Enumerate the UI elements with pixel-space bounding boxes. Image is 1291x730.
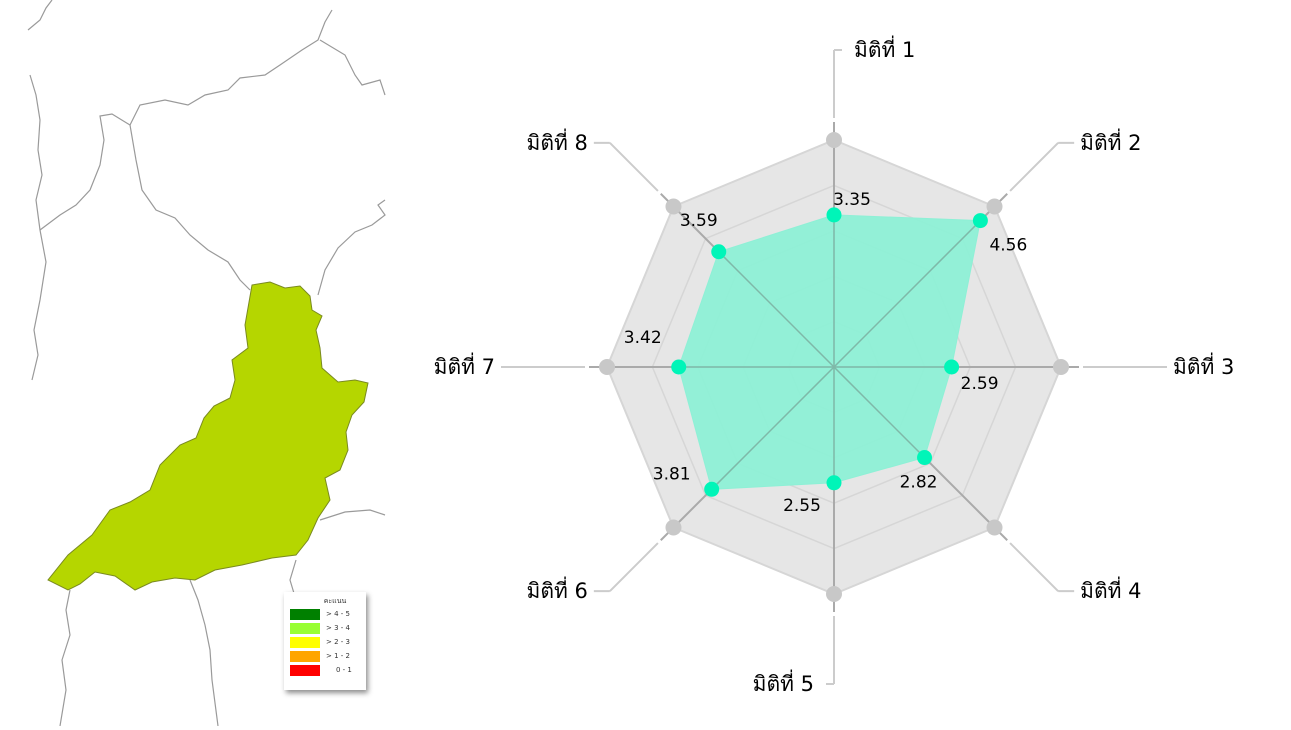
legend-label: > 1 - 2 — [326, 652, 350, 660]
axis-label: มิติที่ 2 — [1080, 128, 1141, 155]
data-point — [917, 450, 933, 466]
axis-leader-line — [1009, 142, 1059, 192]
data-value-label: 3.35 — [833, 190, 871, 210]
axis-vertex-dot — [1053, 359, 1069, 375]
data-value-label: 4.56 — [989, 236, 1027, 256]
axis-label: มิติที่ 7 — [434, 352, 495, 379]
axis-vertex-dot — [826, 132, 842, 148]
legend-item: > 1 - 2 — [290, 651, 362, 663]
legend-label: > 2 - 3 — [326, 638, 350, 646]
data-value-label: 2.82 — [900, 473, 938, 493]
axis-label: มิติที่ 6 — [526, 576, 587, 603]
border-line — [319, 509, 386, 521]
border-line — [39, 113, 131, 231]
map-legend: คะแนน > 4 - 5 > 3 - 4 > 2 - 3 > 1 - 2 0 … — [284, 592, 366, 690]
legend-title: คะแนน — [323, 597, 347, 605]
axis-leader-line — [609, 142, 659, 192]
data-point — [704, 481, 720, 497]
border-line — [27, 0, 53, 31]
radar-svg: มิติที่ 1 มิติที่ 2 มิติที่ 3 มิติที่ 4 มิติ… — [434, 35, 1235, 696]
data-point — [972, 213, 988, 229]
legend-item: > 3 - 4 — [290, 623, 362, 635]
axis-spoke-inner — [833, 220, 981, 368]
axis-label: มิติที่ 1 — [854, 35, 915, 62]
border-line — [317, 199, 386, 296]
radar-chart: มิติที่ 1 มิติที่ 2 มิติที่ 3 มิติที่ 4 มิติ… — [400, 0, 1291, 726]
data-point — [944, 359, 960, 375]
border-line — [129, 124, 251, 291]
legend-swatch — [290, 623, 320, 634]
axis-vertex-dot — [665, 198, 682, 215]
data-value-label: 3.59 — [680, 211, 718, 231]
axis-label: มิติที่ 4 — [1080, 576, 1141, 603]
data-value-label: 2.59 — [961, 374, 999, 394]
border-line — [59, 589, 71, 727]
legend-item: 0 - 1 — [290, 665, 362, 677]
axis-leader-line — [609, 542, 659, 592]
legend-swatch — [290, 609, 320, 620]
axis-label: มิติที่ 8 — [526, 128, 587, 155]
border-line — [189, 579, 219, 727]
data-point — [826, 475, 842, 491]
axis-label: มิติที่ 3 — [1173, 352, 1234, 379]
axis-vertex-dot — [599, 359, 615, 375]
data-value-label: 3.42 — [624, 328, 662, 348]
data-point — [711, 244, 727, 260]
axis-leader-line — [1009, 542, 1059, 592]
border-line — [319, 39, 386, 96]
province-region[interactable] — [47, 281, 369, 591]
legend-swatch — [290, 665, 320, 676]
province-map: คะแนน > 4 - 5 > 3 - 4 > 2 - 3 > 1 - 2 0 … — [0, 0, 400, 727]
axis-label: มิติที่ 5 — [753, 669, 814, 696]
legend-swatch — [290, 651, 320, 662]
axis-vertex-dot — [986, 198, 1003, 215]
data-point — [671, 359, 687, 375]
data-point — [826, 207, 842, 223]
legend-label: 0 - 1 — [336, 666, 352, 674]
data-value-label: 2.55 — [783, 496, 821, 516]
border-line — [29, 74, 47, 381]
axis-vertex-dot — [665, 519, 682, 536]
axis-spoke-inner — [833, 366, 926, 459]
axis-spoke-inner — [718, 251, 835, 368]
axis-vertex-dot — [986, 519, 1003, 536]
legend-swatch — [290, 637, 320, 648]
data-value-label: 3.81 — [653, 464, 691, 484]
legend-item: > 2 - 3 — [290, 637, 362, 649]
legend-item: > 4 - 5 — [290, 609, 362, 621]
map-borders — [27, 0, 386, 727]
axis-spoke-inner — [711, 366, 835, 490]
border-line — [129, 9, 333, 126]
legend-label: > 4 - 5 — [326, 610, 350, 618]
map-svg — [27, 0, 386, 727]
axis-vertex-dot — [826, 586, 842, 602]
legend-label: > 3 - 4 — [326, 624, 350, 632]
